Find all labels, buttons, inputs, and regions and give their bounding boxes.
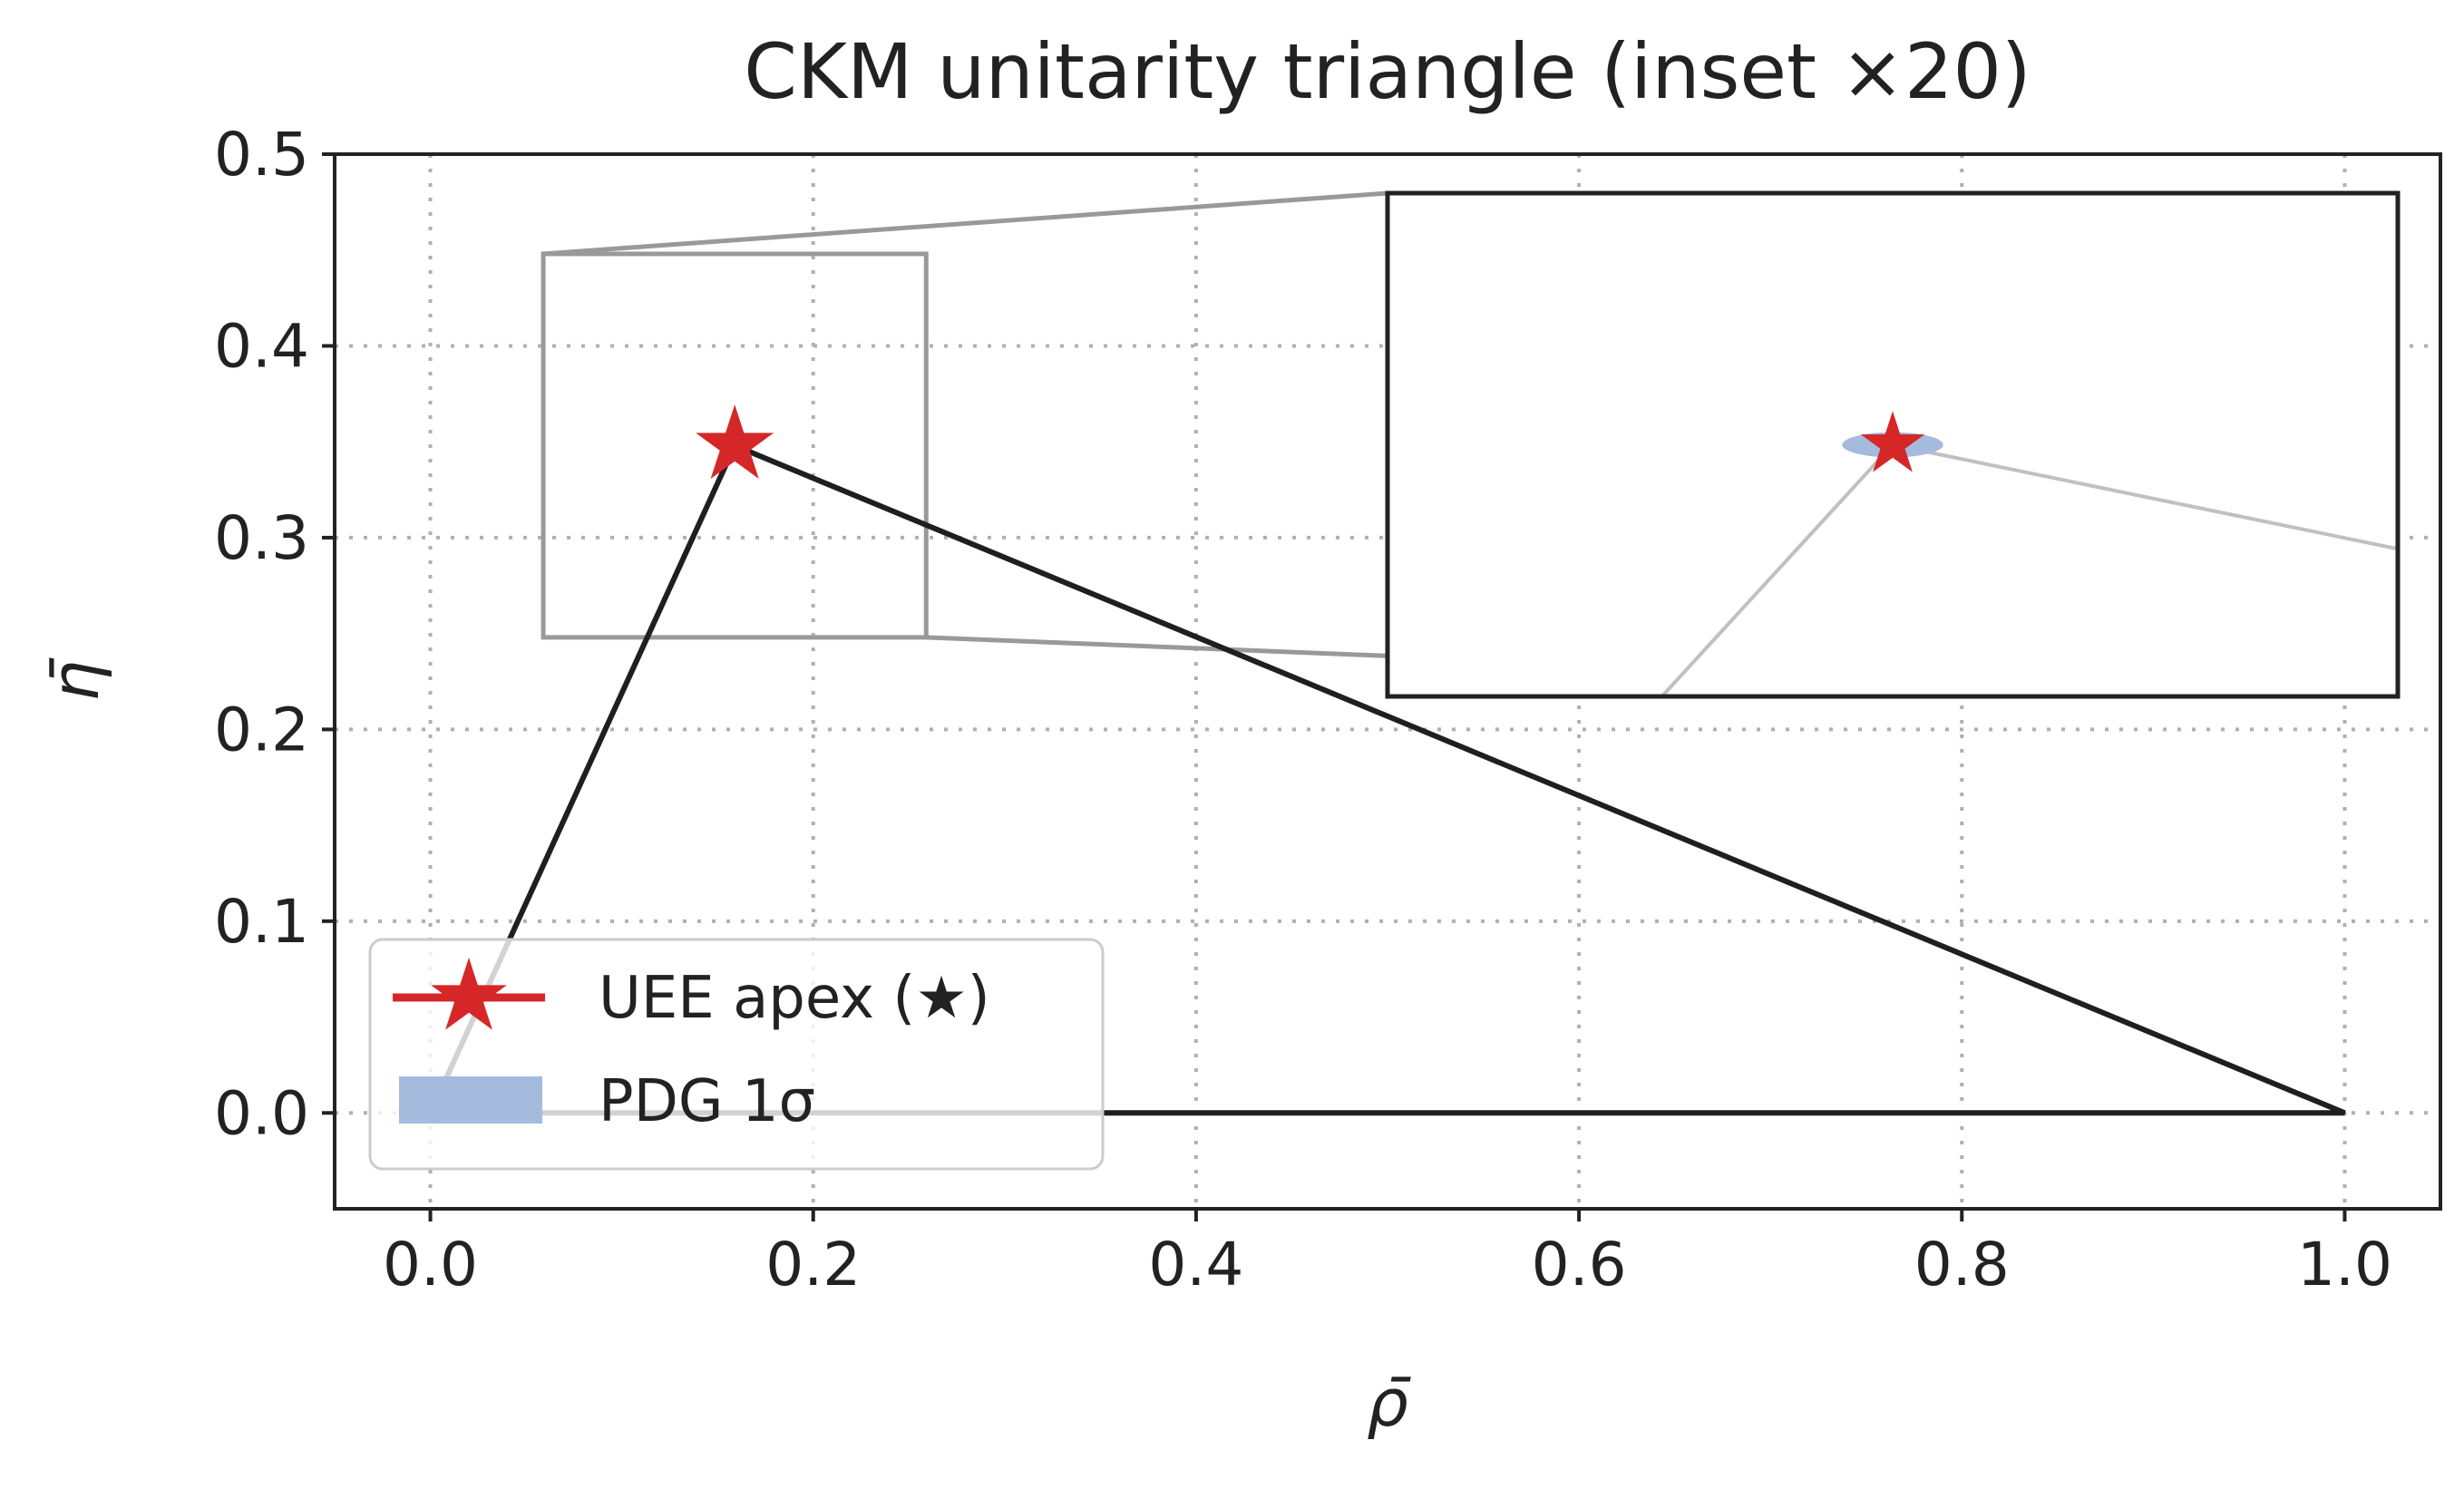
x-tick-label: 0.0 xyxy=(383,1230,478,1299)
x-axis-label: ρ̄ xyxy=(1367,1365,1411,1441)
unitarity-triangle xyxy=(425,442,2346,1116)
x-tick-label: 1.0 xyxy=(2297,1230,2392,1299)
legend-label-pdg: PDG 1σ xyxy=(599,1068,815,1135)
x-tick-label: 0.6 xyxy=(1532,1230,1627,1299)
inset-apex-star-marker xyxy=(1860,411,1925,472)
inset-content xyxy=(1659,411,2398,696)
inset-axes xyxy=(1385,190,2401,699)
y-tick-label: 0.1 xyxy=(214,887,309,957)
y-tick-label: 0.4 xyxy=(214,311,309,381)
legend-apex-star-icon xyxy=(431,958,507,1030)
apex-star-marker xyxy=(696,404,774,480)
legend-label-apex: UEE apex (★) xyxy=(599,965,990,1032)
axes-frame xyxy=(333,152,2442,1211)
legend-frame xyxy=(368,938,1105,1171)
axis-ticks: 0.0 0.2 0.4 0.6 0.8 1.0 0.0 0.1 0.2 0.3 0.4 0.5 xyxy=(214,120,2392,1299)
x-tick-label: 0.4 xyxy=(1148,1230,1243,1299)
legend-pdg-swatch xyxy=(399,1076,542,1124)
y-tick-label: 0.5 xyxy=(214,120,309,190)
y-tick-label: 0.3 xyxy=(214,503,309,573)
legend: UEE apex (★) PDG 1σ xyxy=(368,938,1105,1171)
zoom-region-box xyxy=(541,251,929,640)
chart-title: CKM unitarity triangle (inset ×20) xyxy=(744,27,2031,116)
zoom-connector-top xyxy=(542,190,1388,257)
y-tick-label: 0.0 xyxy=(214,1078,309,1148)
triangle-layer xyxy=(425,404,2346,1116)
inset-frame xyxy=(1385,190,2401,699)
x-tick-label: 0.2 xyxy=(765,1230,861,1299)
x-tick-label: 0.8 xyxy=(1914,1230,2010,1299)
y-axis-label: η̄ xyxy=(37,657,113,702)
y-tick-label: 0.2 xyxy=(214,695,309,764)
